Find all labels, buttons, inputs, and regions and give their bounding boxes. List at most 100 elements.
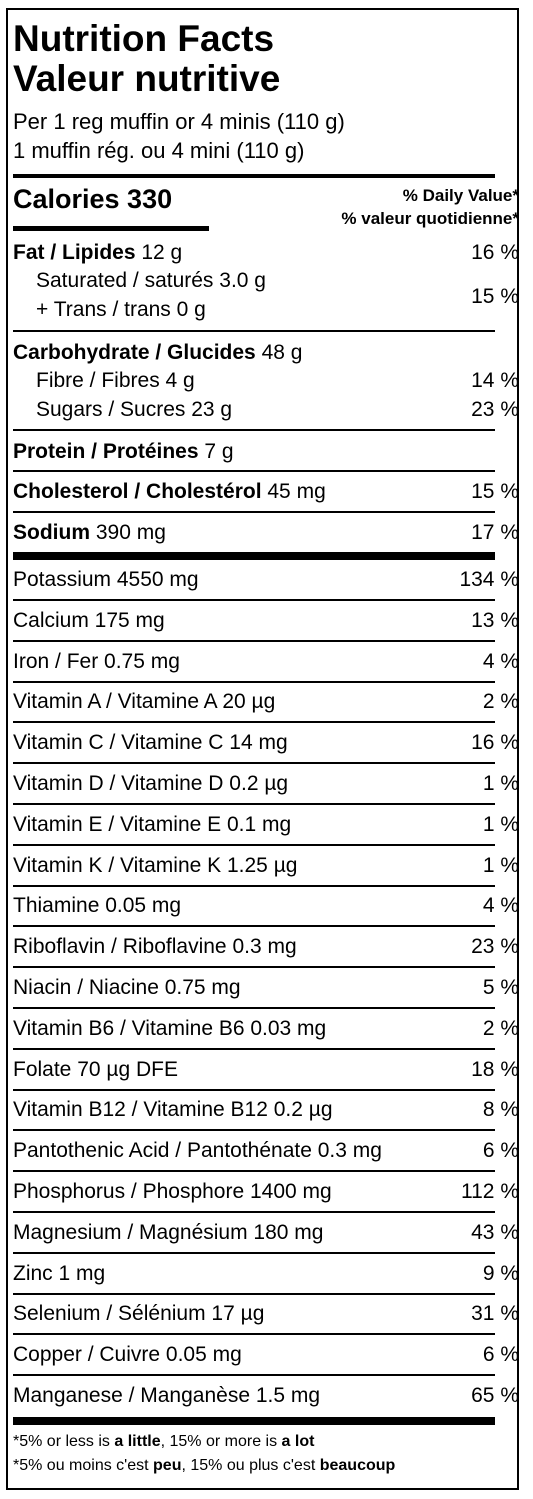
- micronutrient-pct: 18 %: [471, 1057, 519, 1081]
- footnote-en-a: *5% or less is: [13, 1433, 115, 1450]
- calories: Calories 330: [13, 184, 173, 214]
- micronutrient-pct: 112 %: [461, 1180, 519, 1203]
- calories-underline: [13, 226, 209, 231]
- sodium-name: Sodium: [13, 521, 90, 544]
- micronutrient-label: Niacin / Niacine 0.75 mg: [13, 976, 241, 999]
- micronutrient-pct: 134 %: [459, 568, 519, 591]
- saturated-trans-pct: 15 %: [471, 285, 519, 308]
- divider: [13, 680, 495, 683]
- fat-amount: 12 g: [135, 241, 183, 264]
- trans-row: + Trans / trans 0 g: [36, 298, 206, 321]
- dv-header-fr: % valeur quotidienne*: [341, 209, 519, 228]
- footnote-en-c: , 15% or more is: [160, 1433, 282, 1450]
- divider: [13, 470, 495, 472]
- micronutrient-label: Folate 70 µg DFE: [13, 1057, 179, 1081]
- divider: [13, 330, 495, 332]
- divider: [13, 1007, 495, 1009]
- footnote-fr-b: peu: [153, 1457, 182, 1474]
- micronutrient-pct: 2 %: [482, 690, 519, 714]
- sugars-pct: 23 %: [471, 398, 519, 421]
- micronutrient-label: Vitamin K / Vitamine K 1.25 µg: [13, 853, 298, 877]
- divider: [13, 925, 495, 928]
- fibre-row: Fibre / Fibres 4 g: [36, 369, 195, 392]
- cholesterol-name: Cholesterol / Cholestérol: [13, 480, 262, 503]
- micronutrient-pct: 6 %: [482, 1139, 519, 1163]
- micronutrient-label: Vitamin B6 / Vitamine B6 0.03 mg: [13, 1016, 327, 1040]
- divider: [13, 1292, 495, 1295]
- sugars-row: Sugars / Sucres 23 g: [36, 398, 233, 421]
- micronutrient-pct: 9 %: [482, 1261, 519, 1285]
- micronutrient-pct: 65 %: [471, 1384, 519, 1407]
- micronutrient-pct: 1 %: [482, 812, 519, 836]
- thick-divider: [13, 552, 495, 560]
- fat-pct: 16 %: [471, 241, 519, 264]
- divider: [13, 1211, 495, 1213]
- serving-size-fr: 1 muffin rég. ou 4 mini (110 g): [13, 138, 305, 163]
- micronutrient-pct: 8 %: [482, 1098, 519, 1122]
- protein-amount: 7 g: [198, 440, 234, 463]
- micronutrient-label: Potassium 4550 mg: [13, 568, 199, 591]
- divider: [13, 1374, 495, 1377]
- divider: [13, 639, 495, 642]
- micronutrient-pct: 1 %: [482, 853, 519, 877]
- micronutrient-label: Riboflavin / Riboflavine 0.3 mg: [13, 935, 297, 959]
- divider: [13, 1333, 495, 1336]
- micronutrient-pct: 2 %: [482, 1016, 519, 1040]
- footnote-fr-a: *5% ou moins c'est: [13, 1457, 154, 1474]
- footnote-fr-c: , 15% ou plus c'est: [181, 1457, 320, 1474]
- micronutrient-label: Selenium / Sélénium 17 µg: [13, 1302, 265, 1326]
- sodium-amount: 390 mg: [90, 521, 166, 544]
- micronutrient-label: Manganese / Manganèse 1.5 mg: [13, 1384, 321, 1407]
- divider: [13, 1047, 495, 1050]
- micronutrient-label: Copper / Cuivre 0.05 mg: [13, 1343, 242, 1367]
- cholesterol-amount: 45 mg: [261, 480, 326, 503]
- micronutrient-pct: 16 %: [471, 731, 519, 755]
- carb-name: Carbohydrate / Glucides: [13, 341, 256, 364]
- carbohydrate-row: Carbohydrate / Glucides 48 g: [13, 340, 302, 366]
- micronutrient-pct: 4 %: [482, 894, 519, 918]
- micronutrient-label: Thiamine 0.05 mg: [13, 894, 182, 918]
- sodium-row: Sodium 390 mg: [13, 520, 166, 546]
- footnote-en-b: a little: [114, 1433, 161, 1450]
- micronutrient-label: Pantothenic Acid / Pantothénate 0.3 mg: [13, 1139, 382, 1163]
- footnote-en: *5% or less is a little, 15% or more is …: [13, 1431, 314, 1453]
- sodium-pct: 17 %: [471, 521, 519, 544]
- micronutrient-label: Vitamin E / Vitamine E 0.1 mg: [13, 812, 292, 836]
- micronutrient-pct: 31 %: [471, 1302, 519, 1326]
- thick-divider: [13, 174, 495, 178]
- micronutrient-label: Vitamin B12 / Vitamine B12 0.2 µg: [13, 1098, 333, 1122]
- divider: [13, 803, 495, 805]
- micronutrient-label: Calcium 175 mg: [13, 608, 165, 632]
- divider: [13, 1088, 495, 1091]
- fat-name: Fat / Lipides: [13, 241, 136, 264]
- micronutrient-label: Iron / Fer 0.75 mg: [13, 649, 180, 673]
- thick-divider: [13, 1417, 495, 1425]
- cholesterol-pct: 15 %: [471, 480, 519, 503]
- footnote-en-d: a lot: [281, 1433, 315, 1450]
- divider: [13, 762, 495, 765]
- micronutrient-pct: 1 %: [482, 772, 519, 795]
- title-en: Nutrition Facts: [13, 18, 275, 59]
- divider: [13, 966, 495, 969]
- footnote-fr: *5% ou moins c'est peu, 15% ou plus c'es…: [13, 1455, 395, 1477]
- micronutrient-pct: 13 %: [471, 608, 519, 632]
- carb-amount: 48 g: [255, 341, 303, 364]
- divider: [13, 1170, 495, 1173]
- divider: [13, 721, 495, 724]
- cholesterol-row: Cholesterol / Cholestérol 45 mg: [13, 479, 326, 505]
- micronutrient-pct: 6 %: [482, 1343, 519, 1367]
- footnote-fr-d: beaucoup: [319, 1457, 396, 1474]
- nutrition-label: [6, 8, 519, 1490]
- micronutrient-pct: 23 %: [471, 935, 519, 959]
- divider: [13, 884, 495, 887]
- micronutrient-label: Vitamin C / Vitamine C 14 mg: [13, 731, 288, 755]
- fibre-pct: 14 %: [471, 369, 519, 392]
- micronutrient-label: Magnesium / Magnésium 180 mg: [13, 1220, 324, 1244]
- fat-row: Fat / Lipides 12 g: [13, 240, 182, 266]
- micronutrient-pct: 4 %: [482, 649, 519, 673]
- micronutrient-label: Phosphorus / Phosphore 1400 mg: [13, 1180, 332, 1203]
- divider: [13, 429, 495, 431]
- protein-name: Protein / Protéines: [13, 440, 199, 463]
- micronutrient-label: Vitamin D / Vitamine D 0.2 µg: [13, 772, 289, 795]
- title-fr: Valeur nutritive: [13, 58, 281, 99]
